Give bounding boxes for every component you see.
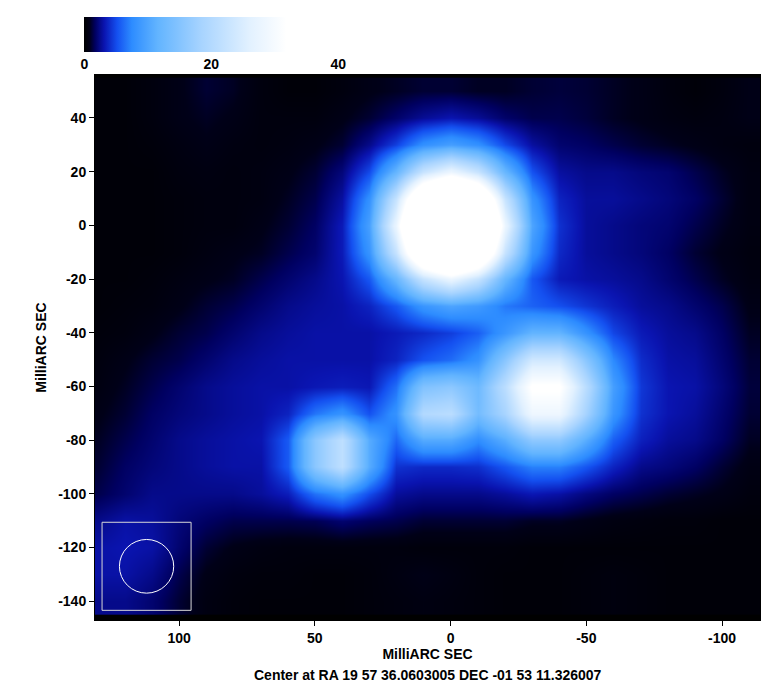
svg-text:40: 40 [330,56,346,72]
svg-text:100: 100 [167,630,191,646]
svg-text:20: 20 [204,56,220,72]
svg-text:-100: -100 [708,630,736,646]
svg-text:0: 0 [81,56,89,72]
svg-text:-100: -100 [58,486,86,502]
svg-text:MilliARC SEC: MilliARC SEC [33,302,49,392]
svg-text:-40: -40 [66,325,86,341]
svg-text:40: 40 [71,110,87,126]
svg-text:-20: -20 [66,271,86,287]
svg-text:20: 20 [71,164,87,180]
svg-text:-80: -80 [66,432,86,448]
svg-text:50: 50 [307,630,323,646]
svg-text:-140: -140 [58,593,86,609]
svg-text:0: 0 [447,630,455,646]
svg-text:0: 0 [78,217,86,233]
svg-text:Center at RA 19 57 36.0603005: Center at RA 19 57 36.0603005 DEC -01 53… [254,667,602,683]
svg-text:-60: -60 [66,378,86,394]
svg-text:-120: -120 [58,539,86,555]
svg-text:MilliARC SEC: MilliARC SEC [382,646,472,662]
svg-text:-50: -50 [576,630,596,646]
